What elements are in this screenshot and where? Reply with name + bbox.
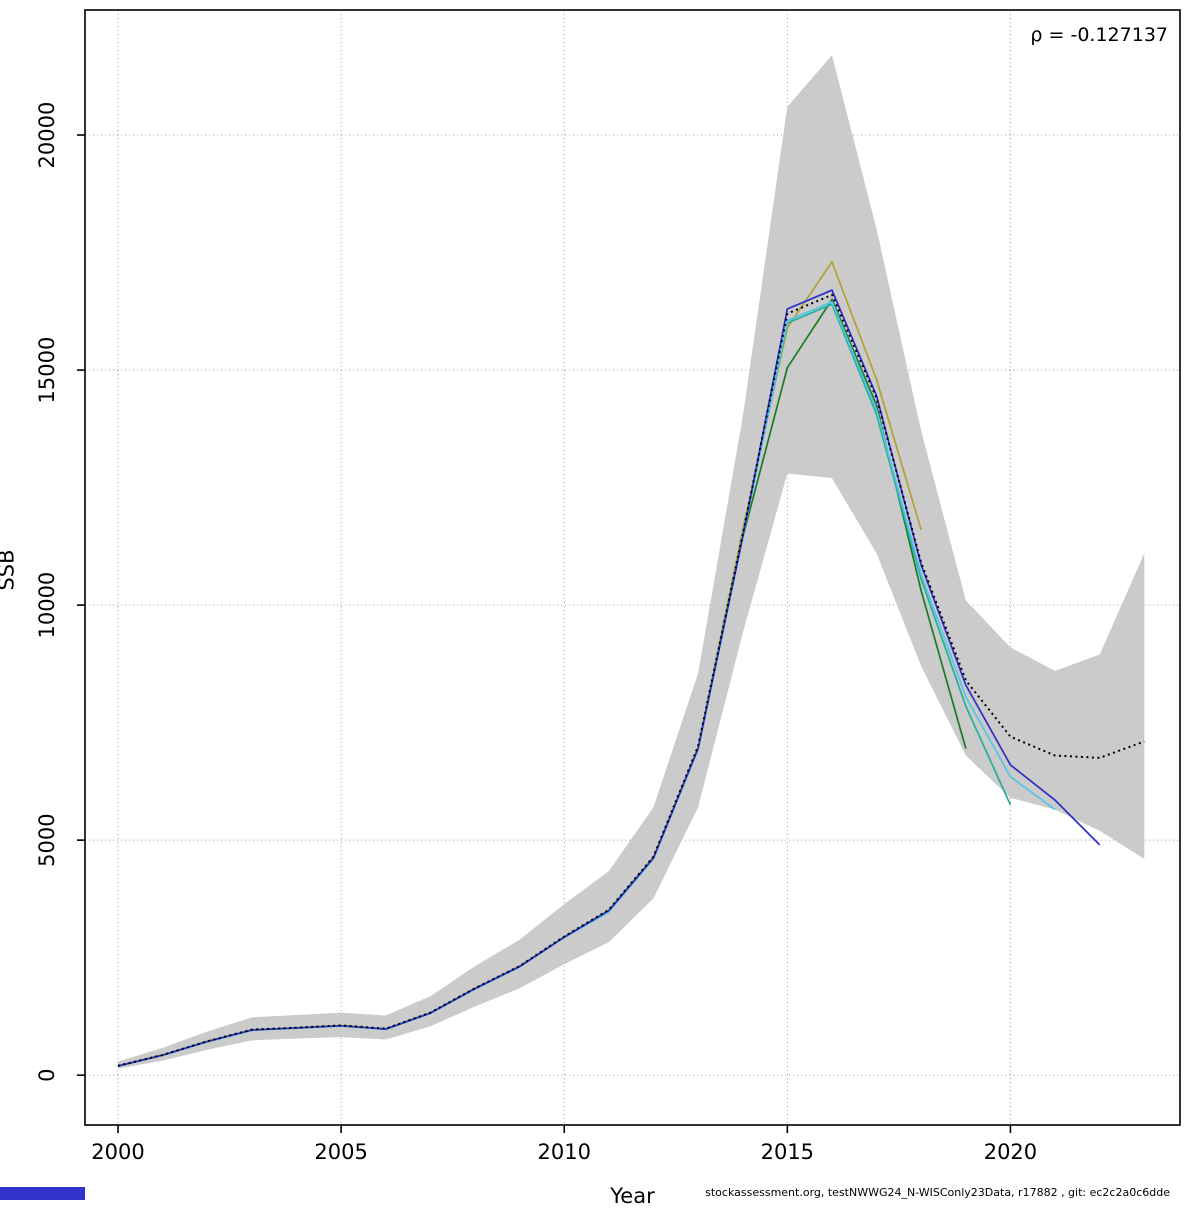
confidence-band [118, 55, 1145, 1069]
series-lines [117, 260, 1145, 1067]
bottom-blue-strip [0, 1187, 85, 1200]
series-line-base-run [117, 293, 1145, 1067]
y-tick-label: 10000 [35, 572, 59, 639]
y-tick-label: 5000 [35, 813, 59, 866]
y-axis-label: SSB [0, 549, 19, 591]
grid-lines [85, 10, 1180, 1125]
y-tick-label: 0 [35, 1068, 59, 1081]
run-info-footer: stockassessment.org, testNWWG24_N-WISCon… [705, 1186, 1170, 1199]
plot-border [84, 9, 1181, 1126]
x-tick-label: 2015 [761, 1140, 814, 1164]
series-line-peel-2022 [117, 289, 1101, 1067]
y-tick-label: 15000 [35, 337, 59, 404]
x-tick-label: 2005 [314, 1140, 367, 1164]
y-tick-label: 20000 [35, 102, 59, 169]
x-tick-label: 2010 [538, 1140, 591, 1164]
axis-tick-labels: 2000 2005 2010 2015 2020 0 5000 10000 15000 20000 [35, 102, 1037, 1164]
mohns-rho-annotation: ρ = -0.127137 [1030, 24, 1168, 46]
x-tick-label: 2020 [984, 1140, 1037, 1164]
axis-ticks [77, 134, 1012, 1133]
x-tick-label: 2000 [91, 1140, 144, 1164]
